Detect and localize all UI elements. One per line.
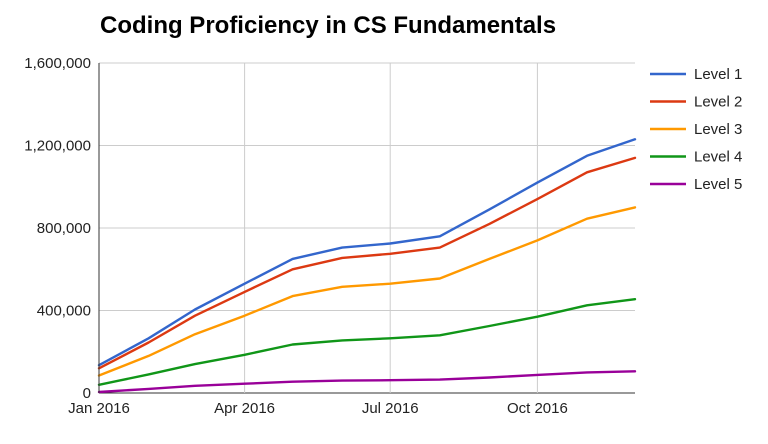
y-tick-label: 1,600,000 [24,55,91,72]
legend-label: Level 5 [694,176,742,193]
y-tick-label: 400,000 [37,303,91,320]
legend-item: Level 1 [650,66,742,83]
legend-item: Level 2 [650,94,742,111]
legend-item: Level 3 [650,121,742,138]
legend-item: Level 5 [650,176,742,193]
legend-label: Level 2 [694,94,742,111]
legend-item: Level 4 [650,149,742,166]
series-lines [97,138,637,394]
axes: 0 400,000 800,000 1,200,000 1,600,000 Jan 201… [24,55,568,417]
chart-title: Coding Proficiency in CS Fundamentals [100,12,556,39]
gridlines [99,62,635,394]
x-tick-label: Jan 2016 [68,400,130,417]
y-tick-label: 0 [83,385,91,402]
series-line-level-2 [97,156,637,370]
legend-label: Level 4 [694,149,742,166]
series-line-level-4 [97,298,637,386]
legend: Level 1 Level 2 Level 3 Level 4 Level 5 [650,66,742,193]
x-tick-label: Jul 2016 [362,400,419,417]
legend-label: Level 3 [694,121,742,138]
y-tick-label: 800,000 [37,220,91,237]
series-line-level-1 [97,138,637,367]
y-tick-label: 1,200,000 [24,138,91,155]
legend-label: Level 1 [694,66,742,83]
x-tick-label: Apr 2016 [214,400,275,417]
series-line-level-5 [97,370,637,394]
series-line-level-3 [97,206,637,377]
x-tick-label: Oct 2016 [507,400,568,417]
